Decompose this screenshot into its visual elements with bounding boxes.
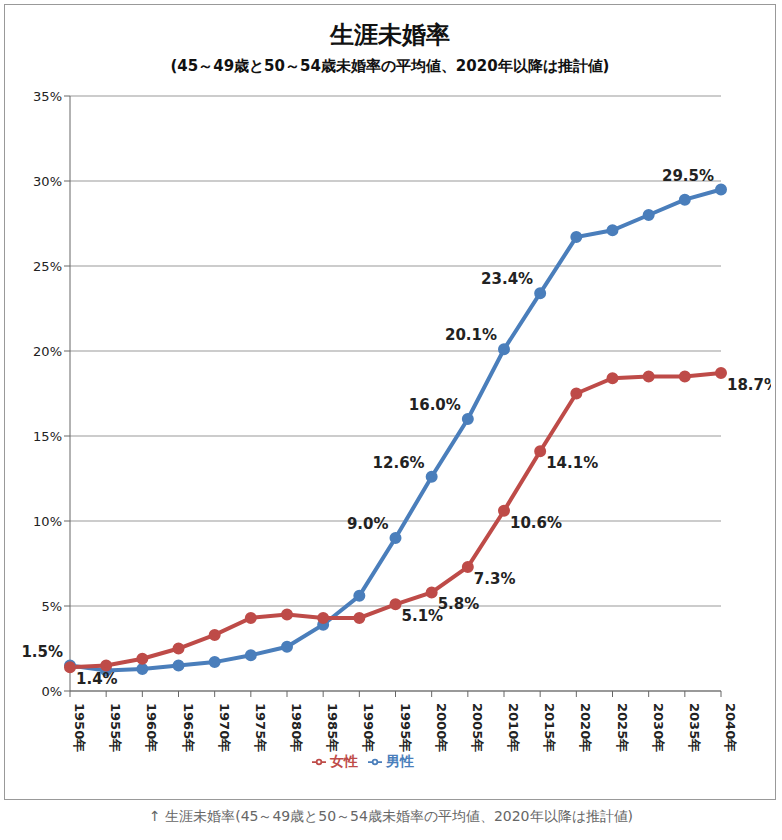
svg-text:2005年: 2005年 [470,703,485,752]
svg-text:10%: 10% [33,514,62,529]
svg-text:1995年: 1995年 [398,703,413,752]
svg-text:30%: 30% [33,174,62,189]
svg-text:1965年: 1965年 [181,703,196,752]
svg-text:18.7%: 18.7% [727,376,771,394]
svg-text:7.3%: 7.3% [474,570,516,588]
svg-text:16.0%: 16.0% [409,396,461,414]
svg-text:2010年: 2010年 [506,703,521,752]
svg-text:5.8%: 5.8% [438,595,480,613]
svg-text:25%: 25% [33,259,62,274]
svg-text:23.4%: 23.4% [481,270,533,288]
svg-text:10.6%: 10.6% [510,514,562,532]
svg-text:1975年: 1975年 [253,703,268,752]
svg-text:9.0%: 9.0% [347,515,389,533]
svg-text:1980年: 1980年 [289,703,304,752]
svg-text:2025年: 2025年 [615,703,630,752]
svg-text:14.1%: 14.1% [546,454,598,472]
svg-text:29.5%: 29.5% [662,167,714,185]
html-text:女性: 女性 [330,753,358,769]
html-text:(45～49歳と50～54歳未婚率の平均値、2020年以降は: (45～49歳と50～54歳未婚率の平均値、2020年以降は推計値) [170,57,610,75]
svg-text:2035年: 2035年 [687,703,702,752]
svg-text:2040年: 2040年 [723,703,738,752]
html-text:生涯未婚率: 生涯未婚率 [330,21,450,49]
html-text:↑ 生涯未婚率(45～49歳と50～54歳未婚率の平均値、2: ↑ 生涯未婚率(45～49歳と50～54歳未婚率の平均値、2020年以降は推計値… [149,808,633,824]
svg-text:1970年: 1970年 [217,703,232,752]
svg-text:0%: 0% [41,684,62,699]
svg-text:1990年: 1990年 [361,703,376,752]
svg-text:1960年: 1960年 [144,703,159,752]
html-text:男性: 男性 [386,753,414,769]
svg-text:1950年: 1950年 [72,703,87,752]
svg-text:20.1%: 20.1% [445,326,497,344]
svg-text:12.6%: 12.6% [373,454,425,472]
svg-text:1955年: 1955年 [108,703,123,752]
svg-text:1.5%: 1.5% [21,643,63,661]
svg-text:15%: 15% [33,429,62,444]
svg-text:1985年: 1985年 [325,703,340,752]
svg-text:2000年: 2000年 [434,703,449,752]
svg-text:1.4%: 1.4% [76,670,118,688]
svg-text:2030年: 2030年 [651,703,666,752]
svg-text:5%: 5% [41,599,62,614]
svg-text:35%: 35% [33,89,62,104]
svg-text:2020年: 2020年 [578,703,593,752]
svg-text:5.1%: 5.1% [401,607,444,626]
svg-text:20%: 20% [33,344,62,359]
svg-text:2015年: 2015年 [542,703,557,752]
